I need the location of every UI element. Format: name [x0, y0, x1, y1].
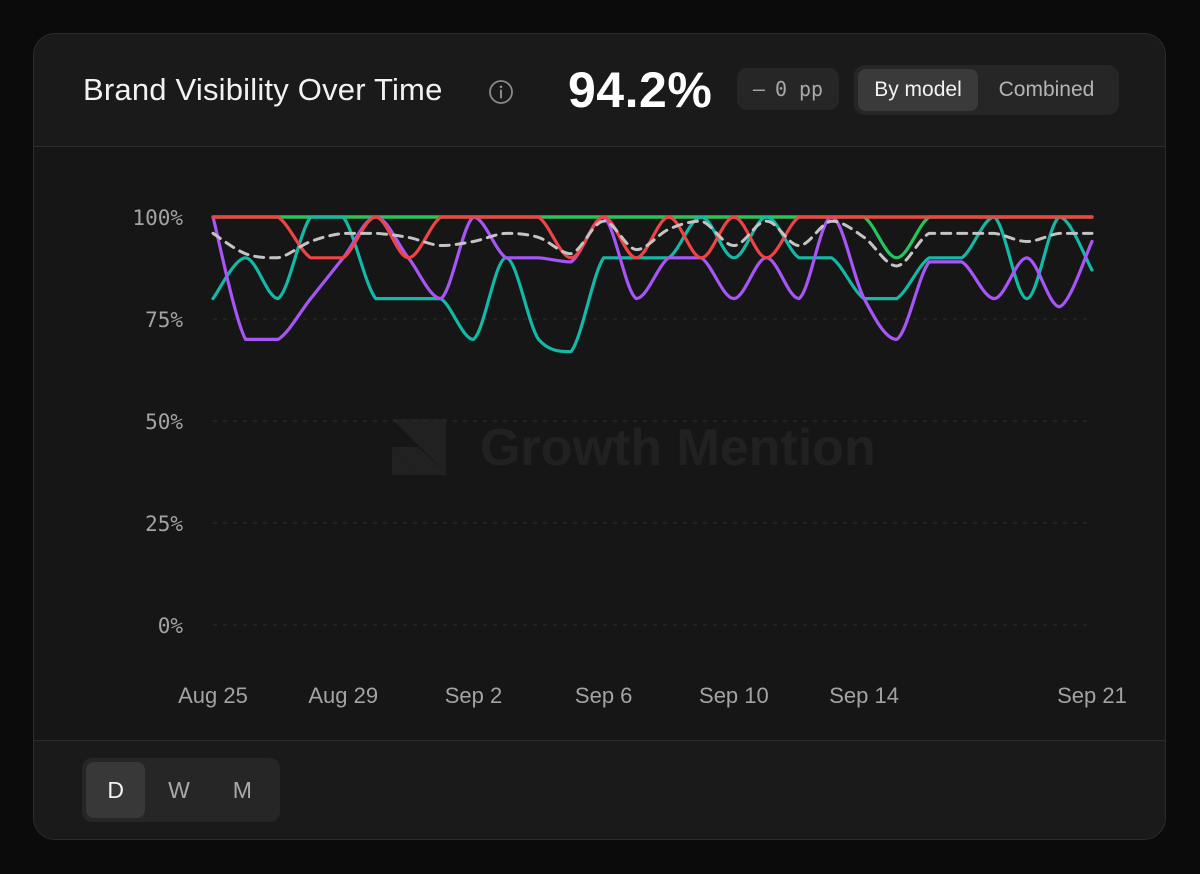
- visibility-line-chart: Growth Mention 0%25%50%75%100% Aug 25 Aug…: [132, 206, 1127, 708]
- toggle-combined[interactable]: Combined: [998, 78, 1095, 101]
- growth-mention-logo-icon: [392, 419, 446, 475]
- period-month-button[interactable]: M: [232, 776, 252, 803]
- card-footer: D W M: [34, 740, 1165, 839]
- x-tick-label: Sep 14: [829, 683, 899, 708]
- toggle-by-model[interactable]: By model: [858, 69, 978, 111]
- period-selector: D W M: [82, 758, 280, 822]
- series-line-5: [211, 219, 1094, 268]
- info-circle-icon[interactable]: [488, 79, 514, 105]
- brand-visibility-card: Brand Visibility Over Time 94.2% — 0 pp …: [33, 33, 1166, 840]
- chart-area: Growth Mention 0% 25% 50% 75% 100% Aug 25 Aug…: [34, 147, 1165, 743]
- x-tick-label: Aug 25: [178, 683, 248, 708]
- delta-badge: — 0 pp: [737, 68, 839, 110]
- y-tick-label: 75%: [145, 308, 183, 332]
- period-week-button[interactable]: W: [168, 776, 190, 803]
- card-header: Brand Visibility Over Time 94.2% — 0 pp …: [34, 34, 1165, 147]
- watermark-text: Growth Mention: [480, 419, 876, 477]
- delta-dash: —: [752, 77, 765, 101]
- series-lines: [211, 215, 1094, 354]
- x-axis-ticks: Aug 25 Aug 29 Sep 2 Sep 6 Sep 10 Sep 14 Sep 21: [178, 683, 1127, 708]
- x-tick-label: Sep 6: [575, 683, 633, 708]
- y-tick-label: 25%: [145, 512, 183, 536]
- series-line-2: [211, 215, 1094, 354]
- y-tick-label: 0%: [158, 614, 184, 638]
- headline-value: 94.2%: [568, 62, 713, 118]
- x-tick-label: Sep 10: [699, 683, 769, 708]
- x-tick-label: Sep 21: [1057, 683, 1127, 708]
- delta-value: 0 pp: [774, 77, 824, 101]
- y-axis-ticks: 0% 25% 50% 75% 100%: [132, 206, 183, 638]
- period-day-button[interactable]: D: [86, 762, 146, 818]
- view-toggle: By model Combined: [854, 65, 1119, 115]
- series-line-4: [211, 215, 1094, 260]
- chart-title: Brand Visibility Over Time: [83, 72, 443, 107]
- y-tick-label: 50%: [145, 410, 183, 434]
- x-tick-label: Sep 2: [445, 683, 503, 708]
- x-tick-label: Aug 29: [308, 683, 378, 708]
- watermark: Growth Mention: [392, 419, 876, 477]
- y-tick-label: 100%: [132, 206, 183, 230]
